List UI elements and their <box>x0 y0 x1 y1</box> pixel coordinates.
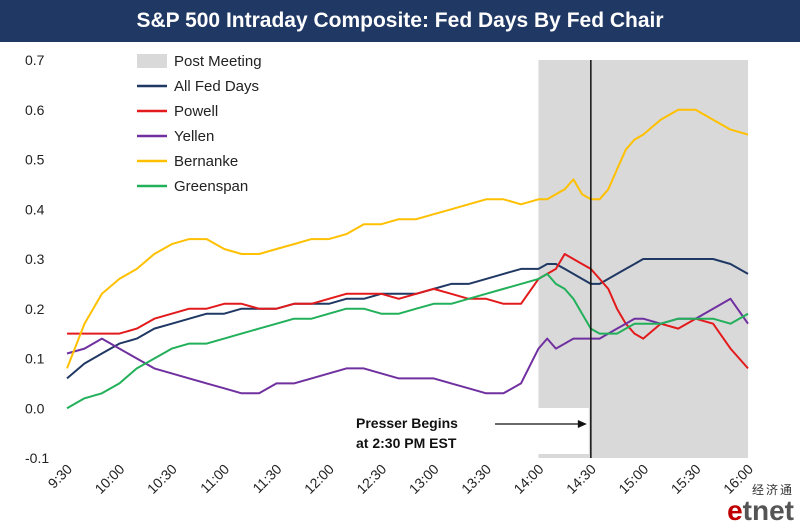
x-tick-label: 10:00 <box>91 461 127 497</box>
y-tick-label: 0.6 <box>25 102 45 118</box>
y-tick-label: -0.1 <box>25 450 49 466</box>
x-tick-label: 11:00 <box>197 461 233 497</box>
x-tick-label: 14:30 <box>563 461 599 497</box>
annotation-box <box>350 408 589 454</box>
legend-label-powell: Powell <box>174 103 218 120</box>
x-tick-label: 13:00 <box>406 461 442 497</box>
series-line-greenspan <box>66 272 749 410</box>
series-line-powell <box>67 253 749 370</box>
x-tick-label: 15:00 <box>615 461 651 497</box>
x-tick-label: 12:30 <box>353 461 389 497</box>
chart-title: S&P 500 Intraday Composite: Fed Days By … <box>0 0 800 42</box>
y-tick-label: 0.0 <box>25 400 45 416</box>
y-tick-label: 0.4 <box>25 201 45 217</box>
x-tick-label: 15:30 <box>668 461 704 497</box>
annotation-text: at 2:30 PM EST <box>356 435 457 451</box>
x-tick-label: 10:30 <box>144 461 180 497</box>
annotation-arrow-head <box>577 420 587 428</box>
y-tick-label: 0.1 <box>25 351 45 367</box>
series-line-bernanke <box>66 108 749 369</box>
y-tick-label: 0.3 <box>25 251 45 267</box>
legend-label-bernanke: Bernanke <box>174 153 238 170</box>
x-tick-label: 13:30 <box>458 461 494 497</box>
x-tick-label: 11:30 <box>249 461 285 497</box>
x-tick-label: 9:30 <box>45 461 76 492</box>
legend-label-yellen: Yellen <box>174 128 214 145</box>
x-tick-label: 12:00 <box>301 461 337 497</box>
y-tick-label: 0.5 <box>25 152 45 168</box>
legend-swatch-post-meeting <box>137 54 167 68</box>
y-tick-label: 0.2 <box>25 301 45 317</box>
legend-label-all-fed-days: All Fed Days <box>174 78 259 95</box>
logo-e: e <box>727 495 743 526</box>
etnet-watermark: 经济通 etnet <box>727 481 794 526</box>
series-line-all-fed-days <box>66 258 749 380</box>
logo-rest: tnet <box>742 495 794 526</box>
x-tick-label: 14:00 <box>510 461 546 497</box>
legend-label-greenspan: Greenspan <box>174 178 248 195</box>
legend-label-post-meeting: Post Meeting <box>174 53 262 70</box>
series-line-yellen <box>66 297 749 395</box>
annotation-text: Presser Begins <box>356 415 458 431</box>
watermark-chinese-text: 经济通 <box>751 483 794 497</box>
y-tick-label: 0.7 <box>25 52 45 68</box>
etnet-logo: etnet <box>727 495 794 526</box>
